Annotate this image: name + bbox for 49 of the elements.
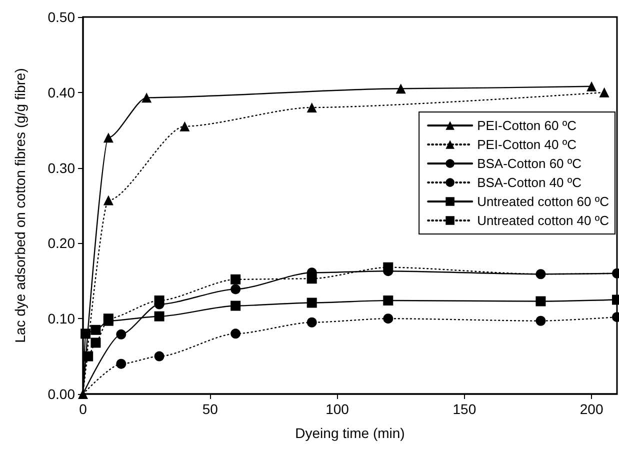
point	[306, 274, 317, 284]
point	[103, 132, 114, 143]
point	[116, 329, 126, 340]
point	[586, 81, 597, 92]
y-axis-title: Lac dye adsorbed on cotton fibres (g/g fibre)	[12, 68, 28, 343]
point	[383, 262, 394, 272]
point	[536, 296, 546, 306]
y-tick-label: 0.30	[48, 160, 76, 176]
point	[83, 351, 94, 362]
point	[142, 92, 152, 103]
point	[230, 284, 241, 294]
point	[383, 314, 394, 324]
y-tick-label: 0.20	[48, 235, 76, 252]
point	[383, 296, 394, 306]
x-tick-label: 100	[326, 401, 350, 417]
y-tick-label: 0.00	[48, 386, 76, 402]
legend-label: PEI-Cotton 40 ºC	[477, 137, 576, 152]
point	[90, 324, 101, 335]
x-axis-title: Dyeing time (min)	[295, 425, 405, 441]
x-tick-label: 0	[79, 401, 88, 417]
point	[154, 311, 164, 322]
legend-label: BSA-Cotton 40 ºC	[477, 175, 582, 190]
point	[306, 298, 317, 308]
y-tick-label: 0.50	[48, 9, 76, 25]
point	[230, 300, 241, 311]
point	[116, 358, 126, 369]
x-tick-label: 150	[452, 401, 476, 417]
legend-label: Untreated cotton 40 ºC	[477, 213, 609, 228]
x-tick-label: 50	[202, 401, 218, 417]
point	[230, 274, 241, 284]
point	[80, 328, 91, 339]
point	[103, 195, 114, 206]
point	[599, 87, 610, 98]
point	[306, 102, 317, 112]
y-tick-label: 0.40	[48, 84, 76, 100]
point	[536, 316, 546, 326]
point	[306, 317, 317, 328]
point	[536, 269, 546, 280]
point	[90, 338, 101, 348]
point	[180, 121, 190, 132]
point	[396, 84, 406, 94]
y-tick-label: 0.10	[48, 310, 76, 327]
x-tick-label: 200	[580, 401, 604, 417]
point	[154, 296, 164, 306]
legend-label: BSA-Cotton 60 ºC	[477, 156, 582, 171]
point	[230, 328, 241, 339]
point	[154, 351, 164, 362]
legend-label: Untreated cotton 60 ºC	[477, 194, 609, 209]
legend-label: PEI-Cotton 60 ºC	[477, 118, 576, 133]
